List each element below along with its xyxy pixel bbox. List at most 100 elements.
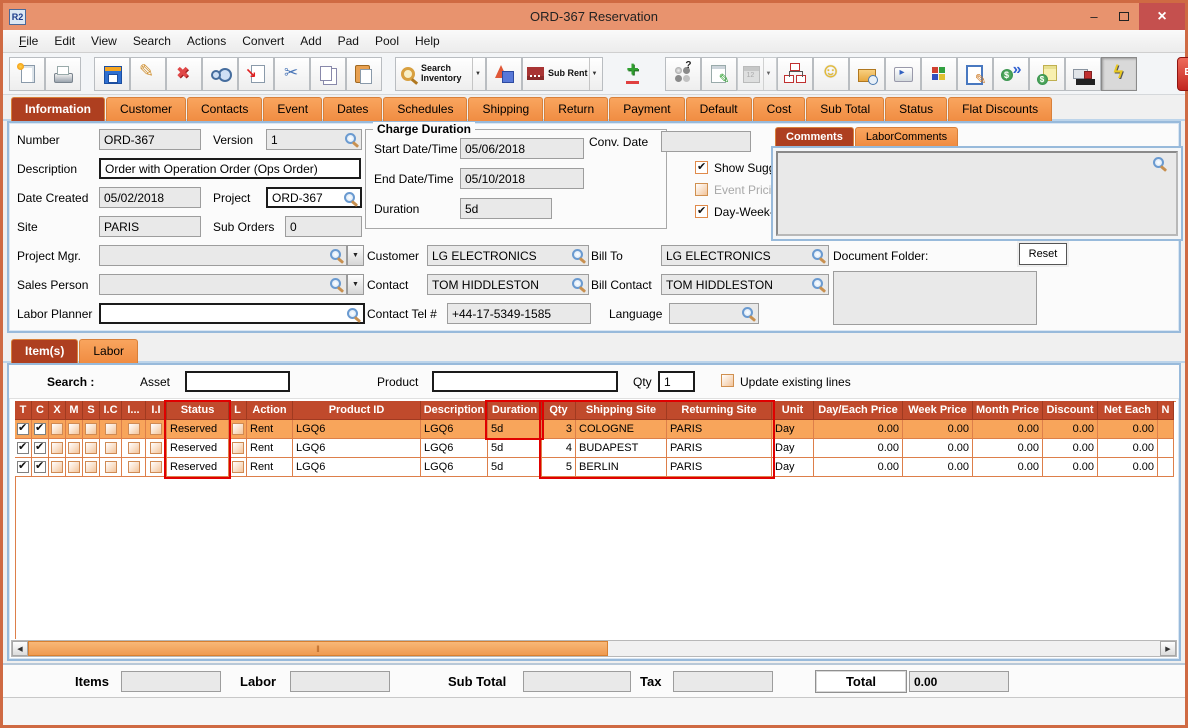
copy-button[interactable] xyxy=(310,56,346,91)
cell-check-i-i[interactable] xyxy=(146,439,167,458)
cell-returning-site[interactable]: PARIS xyxy=(667,439,772,458)
project-mgr-dropdown[interactable]: ▼ xyxy=(347,245,364,266)
menu-edit[interactable]: Edit xyxy=(54,34,76,48)
cell-day-each-price[interactable]: 0.00 xyxy=(814,420,903,439)
tab-schedules[interactable]: Schedules xyxy=(383,97,468,121)
cell-n[interactable] xyxy=(1158,458,1174,477)
check-question-button[interactable] xyxy=(664,56,701,91)
bill-contact-field[interactable]: TOM HIDDLESTON xyxy=(661,274,829,295)
3d-objects-button[interactable] xyxy=(486,56,522,91)
tab-payment[interactable]: Payment xyxy=(609,97,685,121)
menu-help[interactable]: Help xyxy=(415,34,440,48)
contact-field[interactable]: TOM HIDDLESTON xyxy=(427,274,589,295)
cell-check-i[interactable] xyxy=(122,420,146,439)
cell-check-i-i[interactable] xyxy=(146,420,167,439)
search-inventory-button[interactable]: Search Inventory ▼ xyxy=(395,56,486,91)
cell-status[interactable]: Reserved xyxy=(167,439,229,458)
menu-convert[interactable]: Convert xyxy=(242,34,285,48)
sales-person-field[interactable]: ▼ xyxy=(99,274,364,295)
sales-person-search-icon[interactable] xyxy=(329,277,344,292)
paste-button[interactable] xyxy=(346,56,382,91)
comments-tab-laborcomments[interactable]: LaborComments xyxy=(854,127,959,146)
cell-returning-site[interactable]: PARIS xyxy=(667,420,772,439)
version-field[interactable]: 1 xyxy=(266,129,362,150)
cell-check-i[interactable] xyxy=(122,439,146,458)
print-button[interactable] xyxy=(45,56,81,91)
cell-check-t[interactable] xyxy=(15,458,32,477)
cell-discount[interactable]: 0.00 xyxy=(1043,439,1098,458)
checkbox-unchecked[interactable] xyxy=(85,442,97,454)
cell-week-price[interactable]: 0.00 xyxy=(903,439,973,458)
l-checkbox[interactable] xyxy=(231,442,244,454)
cell-check-x[interactable] xyxy=(49,439,66,458)
cell-check-i-c[interactable] xyxy=(100,439,122,458)
cell-day-each-price[interactable]: 0.00 xyxy=(814,439,903,458)
column-header-c[interactable]: C xyxy=(32,401,49,420)
column-header-n[interactable]: N xyxy=(1158,401,1174,420)
smiley-button[interactable] xyxy=(812,56,849,91)
customer-field[interactable]: LG ELECTRONICS xyxy=(427,245,589,266)
sub-orders-field[interactable]: 0 xyxy=(285,216,362,237)
cell-duration[interactable]: 5d xyxy=(488,458,542,477)
cell-check-x[interactable] xyxy=(49,458,66,477)
column-header-x[interactable]: X xyxy=(49,401,66,420)
project-field[interactable]: ORD-367 xyxy=(266,187,362,208)
column-header-t[interactable]: T xyxy=(15,401,32,420)
scroll-right-arrow[interactable]: ▶ xyxy=(1160,641,1176,656)
cell-duration[interactable]: 5d xyxy=(488,420,542,439)
cell-check-m[interactable] xyxy=(66,420,83,439)
cell-check-s[interactable] xyxy=(83,439,100,458)
bill-to-field[interactable]: LG ELECTRONICS xyxy=(661,245,829,266)
contact-search-icon[interactable] xyxy=(571,277,586,292)
find-button[interactable] xyxy=(202,56,238,91)
update-existing-lines-checkbox[interactable] xyxy=(721,374,734,387)
cell-product-id[interactable]: LGQ6 xyxy=(293,458,421,477)
cell-description[interactable]: LGQ6 xyxy=(421,420,488,439)
tab-status[interactable]: Status xyxy=(885,97,948,121)
tab-return[interactable]: Return xyxy=(544,97,609,121)
project-mgr-field[interactable]: ▼ xyxy=(99,245,364,266)
checkbox-checked[interactable] xyxy=(17,459,29,473)
column-header-shipping-site[interactable]: Shipping Site xyxy=(576,401,667,420)
cell-check-s[interactable] xyxy=(83,420,100,439)
cell-net-each[interactable]: 0.00 xyxy=(1098,458,1158,477)
cell-description[interactable]: LGQ6 xyxy=(421,458,488,477)
tab-customer[interactable]: Customer xyxy=(106,97,187,121)
maximize-button[interactable] xyxy=(1109,3,1139,30)
comments-textarea[interactable] xyxy=(776,151,1178,236)
start-date-field[interactable]: 05/06/2018 xyxy=(460,138,584,159)
column-header-day-each-price[interactable]: Day/Each Price xyxy=(814,401,903,420)
column-header-description[interactable]: Description xyxy=(421,401,488,420)
cell-n[interactable] xyxy=(1158,420,1174,439)
menu-view[interactable]: View xyxy=(91,34,117,48)
project-mgr-search-icon[interactable] xyxy=(329,248,344,263)
column-header-l[interactable]: L xyxy=(229,401,247,420)
number-field[interactable]: ORD-367 xyxy=(99,129,201,150)
description-field[interactable]: Order with Operation Order (Ops Order) xyxy=(99,158,361,179)
horizontal-scrollbar[interactable]: ◀ ▶ xyxy=(11,640,1177,657)
scroll-thumb[interactable] xyxy=(28,641,608,656)
cell-shipping-site[interactable]: COLOGNE xyxy=(576,420,667,439)
cell-check-c[interactable] xyxy=(32,458,49,477)
cut-button[interactable] xyxy=(274,56,310,91)
cubes-button[interactable] xyxy=(920,56,957,91)
cell-discount[interactable]: 0.00 xyxy=(1043,420,1098,439)
cell-check-i[interactable] xyxy=(122,458,146,477)
product-input[interactable] xyxy=(432,371,618,392)
cell-description[interactable]: LGQ6 xyxy=(421,439,488,458)
table-row[interactable]: ReservedRentLGQ6LGQ65d5BERLINPARISDay0.0… xyxy=(15,458,1174,477)
labor-planner-field[interactable] xyxy=(99,303,365,324)
end-date-field[interactable]: 05/10/2018 xyxy=(460,168,584,189)
cell-check-x[interactable] xyxy=(49,420,66,439)
tab-sub-total[interactable]: Sub Total xyxy=(806,97,885,121)
date-created-field[interactable]: 05/02/2018 xyxy=(99,187,201,208)
cell-check-t[interactable] xyxy=(15,439,32,458)
exit-button[interactable]: EXIT xyxy=(1176,56,1188,91)
cell-qty[interactable]: 5 xyxy=(542,458,576,477)
checkbox-unchecked[interactable] xyxy=(127,423,140,435)
cell-check-c[interactable] xyxy=(32,420,49,439)
scroll-left-arrow[interactable]: ◀ xyxy=(12,641,28,656)
cell-check-t[interactable] xyxy=(15,420,32,439)
checkbox-unchecked[interactable] xyxy=(85,461,97,473)
sales-person-dropdown[interactable]: ▼ xyxy=(347,274,364,295)
